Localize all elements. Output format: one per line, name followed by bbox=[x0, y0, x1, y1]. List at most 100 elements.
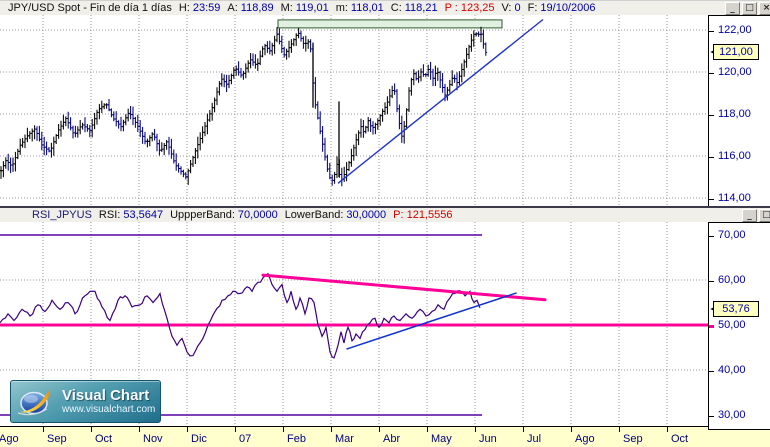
header-field-label: H: bbox=[178, 2, 190, 14]
time-axis-month-label: Oct bbox=[671, 433, 689, 445]
time-axis-month-label: Abr bbox=[383, 433, 401, 445]
axis-tick bbox=[709, 156, 714, 158]
rsi-header-fields: RSI_JPYUS RSI: 53,5647 UppperBand: 70,0000 Lo… bbox=[25, 209, 452, 221]
header-field-value: 70,0000 bbox=[237, 209, 278, 221]
last-value-marker: 121,00 bbox=[713, 44, 759, 60]
time-axis-tick bbox=[139, 427, 140, 432]
maximize-button[interactable]: □ bbox=[759, 209, 770, 222]
header-field-label: RSI: bbox=[98, 209, 121, 221]
rsi-axis[interactable]: 70,00 60,00 50,00 40,00 30,00 ◄53,76 bbox=[708, 222, 770, 430]
time-axis-month-label: Sep bbox=[623, 433, 643, 445]
minimize-button[interactable]: _ bbox=[742, 209, 757, 222]
time-axis[interactable]: Ago Sep Oct Nov Dic 07 Feb Mar Abr May Jun Jul Ago Se… bbox=[0, 426, 770, 447]
time-axis-tick bbox=[427, 427, 428, 432]
axis-label: 50,00 bbox=[718, 319, 746, 331]
time-axis-tick bbox=[91, 427, 92, 432]
axis-label: 60,00 bbox=[718, 274, 746, 286]
price-marker-arrow: ◄ bbox=[709, 49, 716, 56]
panel-separator[interactable] bbox=[0, 206, 770, 208]
header-field-label: P : bbox=[444, 2, 458, 14]
header-field-label: A: bbox=[227, 2, 238, 14]
header-field-value: 30,0000 bbox=[346, 209, 387, 221]
header-field-label: C: bbox=[390, 2, 402, 14]
time-axis-month-label: 07 bbox=[239, 433, 252, 445]
header-field-value: 121,5556 bbox=[406, 209, 453, 221]
minimize-button[interactable]: _ bbox=[725, 2, 740, 15]
time-axis-tick bbox=[379, 427, 380, 432]
header-field-label: V: bbox=[501, 2, 512, 14]
axis-label: 70,00 bbox=[718, 229, 746, 241]
header-field-value: 23:59 bbox=[192, 2, 221, 14]
time-axis-month-label: Oct bbox=[95, 433, 113, 445]
header-field-label: M: bbox=[280, 2, 293, 14]
axis-tick bbox=[709, 72, 714, 74]
time-axis-month-label: Jun bbox=[479, 433, 497, 445]
time-axis-tick bbox=[475, 427, 476, 432]
axis-label: 118,00 bbox=[718, 108, 751, 120]
header-field-value: 118,21 bbox=[404, 2, 438, 14]
price-marker-arrow: ◄ bbox=[709, 306, 716, 313]
rsi-panel-window-buttons: _□× bbox=[740, 209, 770, 222]
time-axis-tick bbox=[331, 427, 332, 432]
last-value-marker: 53,76 bbox=[713, 301, 759, 318]
time-axis-tick bbox=[619, 427, 620, 432]
header-field-label: P: bbox=[393, 209, 404, 221]
instrument-title: JPY/USD Spot - Fin de día 1 días bbox=[8, 2, 172, 14]
time-axis-tick bbox=[43, 427, 44, 432]
time-axis-tick bbox=[523, 427, 524, 432]
axis-tick bbox=[709, 370, 714, 372]
axis-tick bbox=[709, 198, 714, 200]
price-panel-header: JPY/USD Spot - Fin de día 1 días H: 23:59 A… bbox=[0, 1, 770, 15]
price-header-fields: H: 23:59 A: 118,89 M: 119,01 m: 118,01 C: 118,21 P… bbox=[172, 2, 596, 14]
time-axis-month-label: Mar bbox=[335, 433, 354, 445]
time-axis-tick bbox=[283, 427, 284, 432]
time-axis-tick bbox=[235, 427, 236, 432]
axis-label: 120,00 bbox=[718, 66, 752, 78]
time-axis-month-label: Jul bbox=[527, 433, 542, 445]
header-field-value: 118,89 bbox=[240, 2, 274, 14]
axis-label: 30,00 bbox=[718, 409, 746, 421]
axis-label: 122,00 bbox=[718, 24, 752, 36]
time-axis-month-label: Ago bbox=[575, 433, 595, 445]
header-field-label: LowerBand: bbox=[284, 209, 344, 221]
mid-band-tick bbox=[709, 324, 714, 328]
time-axis-month-label: Dic bbox=[191, 433, 207, 445]
price-axis[interactable]: 122,00 120,00 118,00 116,00 114,00 ◄121,00 bbox=[708, 15, 770, 206]
axis-tick bbox=[709, 280, 714, 282]
time-axis-month-label: Ago bbox=[0, 433, 19, 445]
time-axis-month-label: Sep bbox=[47, 433, 67, 445]
logo-url: www.visualchart.com bbox=[62, 404, 156, 415]
header-field-value: 118,01 bbox=[350, 2, 384, 14]
header-field-label: RSI_JPYUS bbox=[32, 209, 92, 221]
time-axis-month-label: Nov bbox=[143, 433, 163, 445]
time-axis-month-label: Feb bbox=[287, 433, 306, 445]
time-axis-tick bbox=[667, 427, 668, 432]
price-chart-canvas[interactable] bbox=[0, 15, 708, 206]
axis-label: 40,00 bbox=[718, 364, 746, 376]
rsi-panel-header: RSI_JPYUS RSI: 53,5647 UppperBand: 70,0000 Lo… bbox=[0, 208, 770, 222]
axis-tick bbox=[709, 30, 714, 32]
header-field-value: 123,25 bbox=[460, 2, 495, 14]
visual-chart-logo[interactable]: Visual Chart www.visualchart.com bbox=[10, 380, 161, 423]
header-field-value: 53,5647 bbox=[123, 209, 164, 221]
header-field-label: UppperBand: bbox=[170, 209, 235, 221]
time-axis-tick bbox=[571, 427, 572, 432]
price-panel-window-buttons: _ □ × bbox=[723, 2, 770, 15]
header-field-value: 0 bbox=[514, 2, 521, 14]
header-field-label: m: bbox=[335, 2, 348, 14]
axis-tick bbox=[709, 415, 714, 417]
axis-label: 116,00 bbox=[718, 150, 751, 162]
header-field-value: 19/10/2006 bbox=[540, 2, 596, 14]
close-button[interactable]: × bbox=[759, 2, 770, 15]
time-axis-month-label: May bbox=[431, 433, 452, 445]
axis-label: 114,00 bbox=[718, 192, 751, 204]
visual-chart-swoosh-icon bbox=[17, 388, 51, 415]
axis-tick bbox=[709, 114, 714, 116]
time-axis-tick bbox=[187, 427, 188, 432]
header-field-value: 119,01 bbox=[295, 2, 329, 14]
axis-tick bbox=[709, 235, 714, 237]
header-field-label: F: bbox=[527, 2, 538, 14]
maximize-button[interactable]: □ bbox=[742, 2, 757, 15]
logo-title: Visual Chart bbox=[62, 387, 150, 404]
